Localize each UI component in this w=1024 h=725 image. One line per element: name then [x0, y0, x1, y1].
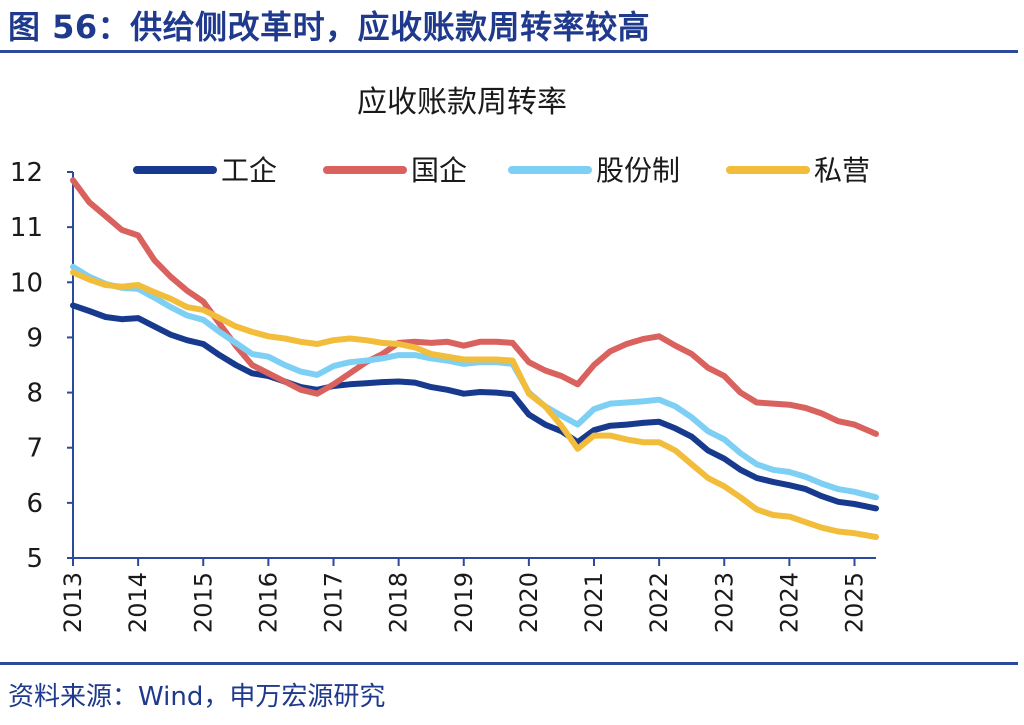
x-tick-label: 2015 — [189, 572, 217, 633]
source-note: 资料来源：Wind，申万宏源研究 — [8, 682, 386, 712]
chart-title: 应收账款周转率 — [357, 85, 567, 120]
y-tick-label: 7 — [26, 434, 43, 464]
bottom-rule — [0, 662, 1018, 665]
series-line-4 — [70, 269, 879, 540]
legend-label-4: 私营 — [814, 154, 870, 187]
legend-label-3: 股份制 — [596, 154, 680, 187]
y-tick-label: 11 — [10, 213, 43, 243]
y-tick-label: 8 — [26, 379, 43, 409]
figure-title: 图 56：供给侧改革时，应收账款周转率较高 — [8, 8, 651, 46]
x-tick-label: 2022 — [645, 572, 673, 633]
legend-label-2: 国企 — [411, 154, 467, 187]
plot-area — [70, 177, 879, 540]
line-chart: 应收账款周转率 工企 国企 股份制 私营 5 6 7 8 9 10 11 12 2013 2014 201… — [10, 85, 879, 633]
y-tick-label: 6 — [26, 489, 43, 519]
x-tick-label: 2023 — [710, 572, 738, 633]
y-tick-label: 10 — [10, 268, 43, 298]
y-tick-label: 5 — [26, 544, 43, 574]
x-tick-label: 2025 — [841, 572, 869, 633]
x-tick-label: 2019 — [450, 572, 478, 633]
legend: 工企 国企 股份制 私营 — [133, 154, 870, 187]
series-line-3 — [70, 263, 879, 501]
x-tick-label: 2024 — [775, 572, 803, 633]
axes: 5 6 7 8 9 10 11 12 2013 2014 2015 2016 2017 2018 2019 2… — [10, 158, 876, 633]
y-tick-label: 12 — [10, 158, 43, 188]
x-tick-label: 2018 — [385, 572, 413, 633]
x-tick-label: 2014 — [124, 572, 152, 633]
x-tick-label: 2013 — [59, 572, 87, 633]
series-line-1 — [70, 302, 879, 512]
x-tick-label: 2017 — [320, 572, 348, 633]
x-tick-label: 2016 — [254, 572, 282, 633]
series-line-2 — [70, 177, 879, 437]
legend-label-1: 工企 — [221, 154, 277, 187]
y-tick-label: 9 — [26, 323, 43, 353]
x-tick-label: 2021 — [580, 572, 608, 633]
top-rule — [0, 50, 1018, 53]
x-tick-label: 2020 — [515, 572, 543, 633]
